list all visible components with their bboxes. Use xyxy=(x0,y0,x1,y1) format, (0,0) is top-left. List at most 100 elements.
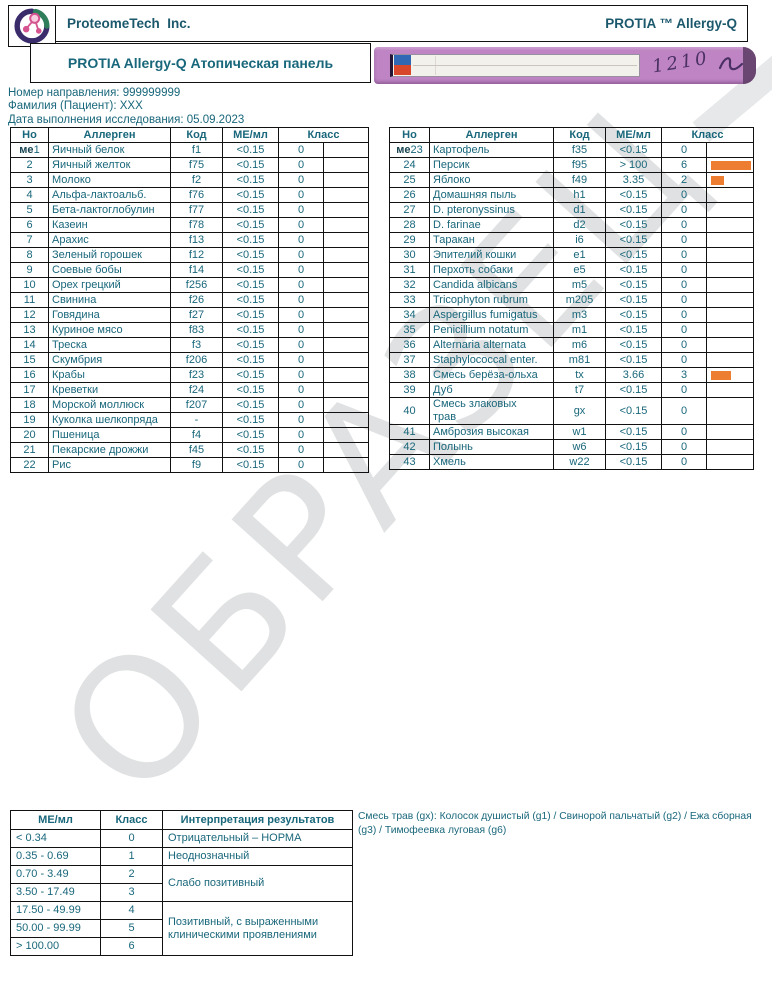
cell-row-number: 9 xyxy=(10,262,49,278)
cell-code: d2 xyxy=(553,217,606,233)
cell-range: < 0.34 xyxy=(10,829,101,848)
patient-name-line: Фамилия (Пациент): XXX xyxy=(8,100,143,113)
cell-code: f13 xyxy=(170,232,223,248)
class-level-bar xyxy=(711,175,725,185)
cell-class-bar xyxy=(706,367,754,383)
result-row: 21 Пекарские дрожжи f45 <0.15 0 xyxy=(10,442,369,458)
cell-class-bar xyxy=(706,352,754,368)
cell-row-number: 42 xyxy=(389,439,430,455)
cell-class-bar xyxy=(706,424,754,440)
cell-code: t7 xyxy=(553,382,606,398)
cell-row-number: ме23 xyxy=(389,142,430,158)
cell-class-bar xyxy=(706,382,754,398)
cell-row-number: 3 xyxy=(10,172,49,188)
cell-allergen: Яичный желток xyxy=(48,157,171,173)
cell-class: 3 xyxy=(100,883,163,902)
cell-row-number: 17 xyxy=(10,382,49,398)
cell-allergen: Скумбрия xyxy=(48,352,171,368)
cell-class-bar xyxy=(706,337,754,353)
cell-code: w1 xyxy=(553,424,606,440)
cell-row-number: 28 xyxy=(389,217,430,233)
cell-row-number: 43 xyxy=(389,454,430,470)
cell-allergen: Свинина xyxy=(48,292,171,308)
cell-row-number: 6 xyxy=(10,217,49,233)
result-row: 12 Говядина f27 <0.15 0 xyxy=(10,307,369,323)
results-header-row: Но Аллерген Код МЕ/мл Класс xyxy=(389,127,754,143)
cell-class: 0 xyxy=(278,367,324,383)
cell-class: 0 xyxy=(278,142,324,158)
cell-class: 0 xyxy=(661,454,707,470)
col-allergen: Аллерген xyxy=(429,127,554,143)
cell-row-number: 4 xyxy=(10,187,49,203)
cell-row-number: 37 xyxy=(389,352,430,368)
cell-class-bar xyxy=(323,262,369,278)
col-class: Класс xyxy=(278,127,369,143)
cell-range: 50.00 - 99.99 xyxy=(10,919,101,938)
cell-class: 0 xyxy=(661,424,707,440)
cell-code: f77 xyxy=(170,202,223,218)
result-row: 40 Смесь злаковых трав gx <0.15 0 xyxy=(389,397,754,425)
cell-value: <0.15 xyxy=(605,202,662,218)
cell-value: <0.15 xyxy=(222,187,279,203)
result-row: 9 Соевые бобы f14 <0.15 0 xyxy=(10,262,369,278)
cell-value: <0.15 xyxy=(222,427,279,443)
cell-code: f49 xyxy=(553,172,606,188)
result-row: 17 Креветки f24 <0.15 0 xyxy=(10,382,369,398)
result-row: 7 Арахис f13 <0.15 0 xyxy=(10,232,369,248)
cell-class: 0 xyxy=(661,382,707,398)
cell-code: f3 xyxy=(170,337,223,353)
panel-title: PROTIA Allergy-Q Атопическая панель xyxy=(30,43,371,83)
cell-value: 3.35 xyxy=(605,172,662,188)
cell-allergen: Эпителий кошки xyxy=(429,247,554,263)
cell-class-bar xyxy=(706,172,754,188)
result-row: 37 Staphylococcal enter. m81 <0.15 0 xyxy=(389,352,754,368)
cell-row-number: 31 xyxy=(389,262,430,278)
cell-class: 0 xyxy=(278,217,324,233)
cell-class: 0 xyxy=(661,397,707,425)
cell-value: <0.15 xyxy=(605,397,662,425)
cell-range: 0.70 - 3.49 xyxy=(10,865,101,884)
cell-allergen: Казеин xyxy=(48,217,171,233)
cell-value: <0.15 xyxy=(222,442,279,458)
cell-meaning: Позитивный, с выраженными клиническими п… xyxy=(162,901,353,956)
cell-class-bar xyxy=(323,352,369,368)
cell-value: <0.15 xyxy=(222,352,279,368)
cell-class: 0 xyxy=(661,262,707,278)
result-row: 18 Морской моллюск f207 <0.15 0 xyxy=(10,397,369,413)
result-row: 34 Aspergillus fumigatus m3 <0.15 0 xyxy=(389,307,754,323)
strip-handwritten-mark-icon xyxy=(718,57,744,71)
cell-class: 0 xyxy=(278,397,324,413)
cell-class: 0 xyxy=(278,292,324,308)
result-row: 26 Домашняя пыль h1 <0.15 0 xyxy=(389,187,754,203)
cell-row-number: 15 xyxy=(10,352,49,368)
cell-meaning: Неоднозначный xyxy=(162,847,353,866)
cell-value: <0.15 xyxy=(605,217,662,233)
cell-range: 17.50 - 49.99 xyxy=(10,901,101,920)
referral-number-line: Номер направления: 999999999 xyxy=(8,87,181,99)
cell-allergen: Рис xyxy=(48,457,171,473)
cell-class-bar xyxy=(323,382,369,398)
grass-mix-footnote: Смесь трав (gx): Колосок душистый (g1) /… xyxy=(358,811,752,837)
cell-class-bar xyxy=(706,232,754,248)
cell-code: m5 xyxy=(553,277,606,293)
cell-value: <0.15 xyxy=(605,187,662,203)
cell-value: <0.15 xyxy=(605,454,662,470)
test-strip-membrane xyxy=(390,54,640,77)
cell-code: - xyxy=(170,412,223,428)
cell-value: <0.15 xyxy=(222,277,279,293)
result-row: 6 Казеин f78 <0.15 0 xyxy=(10,217,369,233)
cell-class-bar xyxy=(323,217,369,233)
cell-meaning: Отрицательный – НОРМА xyxy=(162,829,353,848)
cell-class-bar xyxy=(706,397,754,425)
cell-class: 0 xyxy=(661,232,707,248)
cell-class-bar xyxy=(323,427,369,443)
cell-allergen: Зеленый горошек xyxy=(48,247,171,263)
results-table-left: Но Аллерген Код МЕ/мл Класс ме1 Яичный бе… xyxy=(10,127,369,473)
interpretation-header-row: МЕ/мл Класс Интерпретация результатов xyxy=(10,810,353,830)
result-row: 20 Пшеница f4 <0.15 0 xyxy=(10,427,369,443)
cell-row-number: 32 xyxy=(389,277,430,293)
result-row: 25 Яблоко f49 3.35 2 xyxy=(389,172,754,188)
cell-code: f78 xyxy=(170,217,223,233)
cell-allergen: Пшеница xyxy=(48,427,171,443)
cell-allergen: Говядина xyxy=(48,307,171,323)
